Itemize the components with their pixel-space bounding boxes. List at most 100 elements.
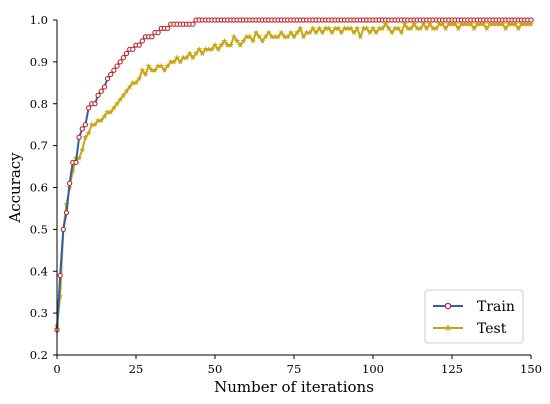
data-point-test: [414, 25, 421, 31]
data-point-test: [430, 25, 437, 31]
data-point-test: [527, 20, 535, 27]
series-line-test: [56, 23, 531, 326]
data-point-test: [284, 33, 291, 40]
data-point-test: [521, 20, 528, 27]
data-point-test: [439, 20, 446, 27]
data-point-test: [227, 41, 234, 48]
data-point-test: [237, 41, 244, 48]
data-point-test: [164, 62, 171, 69]
data-point-test: [98, 117, 105, 124]
data-point-test: [341, 25, 348, 31]
data-point-test: [373, 29, 380, 36]
data-point-test: [215, 46, 222, 52]
data-point-test: [151, 67, 158, 73]
data-point-test: [57, 293, 64, 299]
data-point-train: [117, 59, 123, 65]
data-point-test: [79, 146, 86, 153]
x-tick-label: 75: [287, 362, 302, 376]
data-point-train: [136, 42, 142, 48]
series-test: [53, 20, 535, 329]
data-point-test: [455, 25, 462, 31]
data-point-test: [467, 20, 474, 27]
data-point-test: [448, 20, 456, 27]
x-tick-label: 0: [53, 362, 60, 376]
data-point-train: [63, 209, 70, 216]
data-point-test: [76, 154, 83, 161]
data-point-test: [464, 20, 471, 27]
data-point-test: [148, 67, 155, 73]
data-point-test: [347, 25, 354, 31]
data-point-test: [196, 46, 203, 52]
data-point-test: [436, 20, 443, 27]
data-point-test: [177, 58, 184, 65]
data-point-test: [474, 20, 481, 27]
data-point-test: [496, 20, 503, 27]
x-tick-label: 150: [520, 362, 542, 376]
data-point-test: [211, 41, 219, 48]
data-point-test: [313, 29, 320, 36]
data-point-test: [114, 100, 121, 107]
data-point-train: [123, 50, 130, 57]
data-point-test: [256, 33, 263, 40]
legend-label-test: Test: [477, 321, 507, 337]
data-point-test: [499, 20, 506, 27]
data-point-test: [88, 121, 95, 128]
legend: Train Test: [424, 289, 524, 344]
data-point-test: [208, 46, 215, 52]
data-point-train: [85, 105, 92, 111]
data-point-test: [281, 33, 288, 40]
data-point-test: [107, 108, 114, 115]
data-point-test: [493, 20, 500, 27]
data-point-train: [164, 25, 171, 32]
data-point-train: [149, 34, 155, 40]
x-tick-label: 100: [362, 362, 384, 376]
data-point-train: [190, 21, 196, 27]
y-tick-label: 1.0: [30, 13, 48, 27]
data-point-test: [297, 25, 304, 31]
data-point-test: [328, 29, 335, 36]
data-point-test: [360, 25, 367, 31]
data-point-test: [287, 29, 294, 36]
data-point-test: [316, 25, 323, 31]
data-point-train: [73, 159, 79, 166]
x-axis-title: Number of iterations: [214, 378, 374, 396]
series-train: [54, 17, 534, 333]
data-point-test: [180, 54, 187, 61]
data-point-train: [114, 63, 120, 69]
y-tick-label: 0.9: [30, 55, 48, 69]
data-point-test: [486, 20, 493, 27]
data-point-test: [382, 20, 389, 27]
data-point-test: [335, 25, 342, 31]
data-point-test: [243, 33, 250, 40]
data-point-test: [433, 25, 440, 31]
data-point-train: [139, 38, 145, 44]
data-point-test: [300, 33, 307, 40]
data-point-test: [392, 25, 399, 31]
data-point-test: [407, 25, 414, 31]
x-tick-label: 25: [129, 362, 144, 376]
data-point-test: [445, 20, 452, 27]
data-point-test: [322, 25, 329, 31]
data-point-test: [395, 25, 402, 31]
data-point-test: [471, 25, 478, 31]
data-point-test: [388, 29, 395, 36]
data-point-test: [357, 33, 364, 40]
legend-label-train: Train: [477, 299, 515, 315]
data-point-test: [91, 121, 98, 128]
data-point-test: [344, 25, 351, 31]
data-point-test: [417, 25, 424, 31]
data-point-test: [189, 54, 196, 61]
data-point-test: [332, 25, 339, 31]
legend-box: [424, 289, 524, 344]
data-point-train: [79, 126, 85, 132]
y-tick-label: 0.2: [30, 348, 48, 362]
data-point-test: [240, 37, 247, 44]
y-tick-label: 0.4: [30, 264, 48, 278]
data-point-test: [512, 20, 519, 27]
data-point-test: [265, 29, 272, 36]
y-tick-label: 0.8: [30, 97, 48, 111]
data-point-test: [515, 25, 522, 31]
data-point-test: [275, 33, 282, 40]
data-point-test: [294, 29, 301, 36]
